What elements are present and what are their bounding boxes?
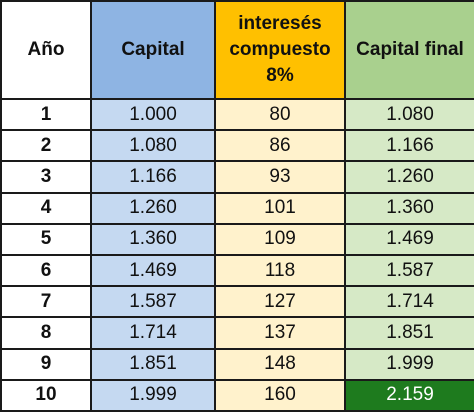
header-interest-line1: interesés	[238, 13, 322, 34]
table-row: 8 1.714 137 1.851	[0, 316, 474, 350]
cell-final-capital: 1.080	[344, 97, 474, 132]
cell-interest: 137	[214, 316, 346, 350]
header-interest-line3: 8%	[266, 65, 294, 86]
cell-interest: 86	[214, 129, 346, 163]
header-interest: interesés compuesto 8%	[214, 0, 346, 100]
table-row: 3 1.166 93 1.260	[0, 160, 474, 194]
cell-final-capital: 1.851	[344, 316, 474, 350]
cell-interest: 93	[214, 160, 346, 194]
cell-interest: 80	[214, 97, 346, 132]
header-final-capital: Capital final	[344, 0, 474, 100]
cell-capital: 1.469	[90, 253, 216, 288]
cell-interest: 148	[214, 347, 346, 381]
cell-capital: 1.000	[90, 97, 216, 132]
cell-interest: 109	[214, 222, 346, 256]
cell-year: 7	[0, 285, 92, 319]
cell-final-capital: 1.260	[344, 160, 474, 194]
cell-final-capital: 1.360	[344, 191, 474, 225]
cell-year: 1	[0, 97, 92, 132]
cell-year: 5	[0, 222, 92, 256]
cell-final-capital: 1.714	[344, 285, 474, 319]
cell-capital: 1.999	[90, 378, 216, 412]
cell-capital: 1.714	[90, 316, 216, 350]
cell-capital: 1.260	[90, 191, 216, 225]
header-year: Año	[0, 0, 92, 100]
cell-final-capital: 1.469	[344, 222, 474, 256]
table-row: 5 1.360 109 1.469	[0, 222, 474, 256]
cell-final-capital: 1.587	[344, 253, 474, 288]
cell-interest: 118	[214, 253, 346, 288]
cell-year: 9	[0, 347, 92, 381]
table-row: 9 1.851 148 1.999	[0, 347, 474, 381]
cell-year: 10	[0, 378, 92, 412]
table-row: 1 1.000 80 1.080	[0, 97, 474, 132]
cell-year: 4	[0, 191, 92, 225]
cell-capital: 1.166	[90, 160, 216, 194]
cell-year: 6	[0, 253, 92, 288]
table-row: 2 1.080 86 1.166	[0, 129, 474, 163]
header-row: Año Capital interesés compuesto 8% Capit…	[0, 0, 474, 100]
table-row: 6 1.469 118 1.587	[0, 253, 474, 288]
table-row: 4 1.260 101 1.360	[0, 191, 474, 225]
cell-capital: 1.851	[90, 347, 216, 381]
table-row: 7 1.587 127 1.714	[0, 285, 474, 319]
cell-final-capital-highlight: 2.159	[344, 378, 474, 412]
cell-interest: 127	[214, 285, 346, 319]
cell-year: 8	[0, 316, 92, 350]
cell-interest: 101	[214, 191, 346, 225]
cell-capital: 1.587	[90, 285, 216, 319]
cell-interest: 160	[214, 378, 346, 412]
header-capital: Capital	[90, 0, 216, 100]
table-row: 10 1.999 160 2.159	[0, 378, 474, 412]
header-interest-line2: compuesto	[229, 39, 331, 60]
cell-final-capital: 1.166	[344, 129, 474, 163]
cell-capital: 1.360	[90, 222, 216, 256]
cell-final-capital: 1.999	[344, 347, 474, 381]
cell-year: 2	[0, 129, 92, 163]
cell-year: 3	[0, 160, 92, 194]
cell-capital: 1.080	[90, 129, 216, 163]
